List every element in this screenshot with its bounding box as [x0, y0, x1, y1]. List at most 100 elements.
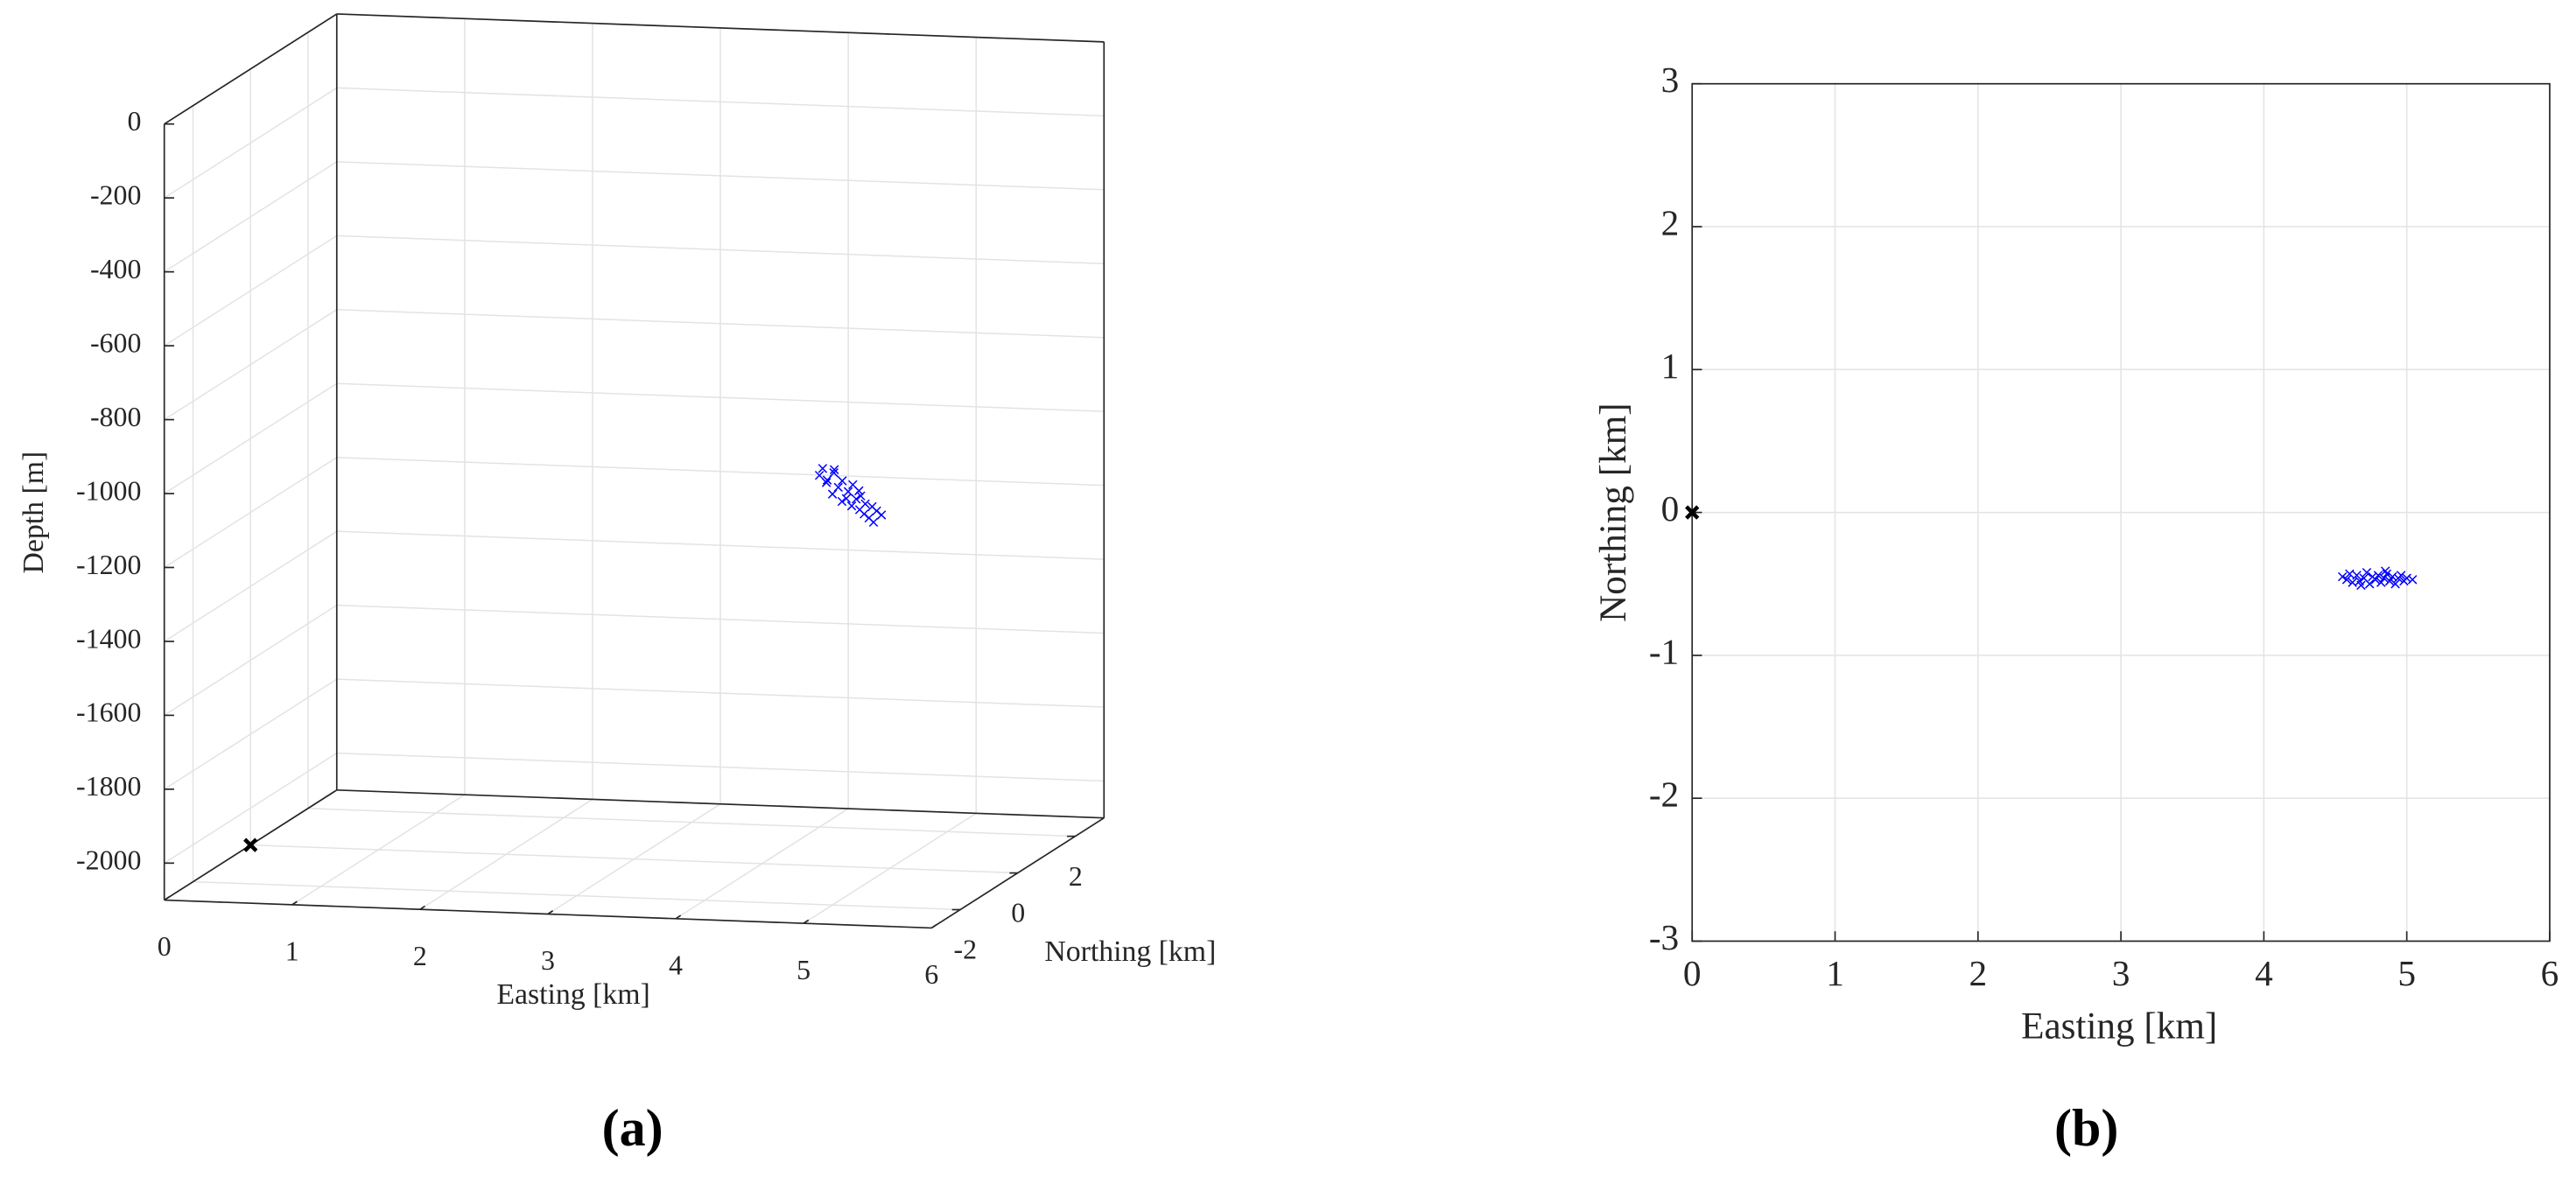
point	[829, 465, 839, 474]
point	[2382, 569, 2392, 579]
point	[2407, 575, 2418, 585]
x-tick-label: 3	[541, 945, 555, 976]
y-tick-label: -2	[954, 935, 978, 965]
grid-line	[336, 530, 1105, 560]
grid-line	[164, 382, 338, 494]
point	[851, 494, 861, 504]
x-tick-label: 6	[2541, 953, 2559, 993]
point	[868, 517, 879, 528]
point	[2348, 578, 2357, 587]
x-tick-label: 5	[797, 955, 811, 985]
tick-mark	[803, 919, 810, 924]
point	[2364, 579, 2375, 589]
y-axis-label: Northing [km]	[1593, 403, 1634, 622]
x-tick-label: 3	[2112, 953, 2130, 993]
tick-mark	[291, 900, 298, 906]
point	[838, 476, 847, 486]
y-tick-label: 1	[1661, 346, 1680, 386]
x-tick-label: 4	[669, 949, 683, 980]
point	[843, 487, 853, 496]
point	[2390, 579, 2400, 589]
x-axis-label: Easting [km]	[496, 978, 649, 1011]
caption: (a)	[602, 1098, 663, 1157]
y-tick-label: 2	[1069, 861, 1083, 892]
point	[837, 496, 847, 507]
point	[2337, 571, 2348, 582]
grid-line	[164, 87, 338, 199]
point	[2384, 576, 2395, 586]
grid-line	[164, 161, 338, 273]
grid-line	[336, 456, 1105, 487]
x-tick-label: 1	[1826, 953, 1844, 993]
axis-edge	[336, 788, 1105, 819]
y-tick-label: 3	[1661, 60, 1680, 100]
grid-line	[164, 605, 338, 717]
z-tick-label: -1200	[76, 550, 141, 580]
point	[821, 478, 832, 487]
z-tick-label: 0	[127, 106, 141, 137]
tick-mark	[930, 924, 937, 929]
y-tick-label: 0	[1011, 898, 1025, 928]
point	[856, 491, 866, 501]
point	[860, 499, 870, 509]
grid-line	[336, 87, 1105, 117]
point	[2370, 575, 2380, 585]
z-tick-label: -1000	[76, 475, 141, 506]
point	[2396, 571, 2406, 580]
y-tick-label: 0	[1661, 488, 1680, 529]
x-tick-label: 0	[1683, 953, 1702, 993]
point	[2376, 578, 2386, 587]
grid-line	[250, 844, 1018, 874]
grid-line	[164, 309, 338, 421]
grid-line	[336, 161, 1105, 191]
grid-line	[336, 604, 1105, 634]
point	[2402, 573, 2411, 583]
grid-line	[307, 808, 1076, 837]
tick-mark	[164, 896, 170, 901]
grid-line	[164, 530, 338, 642]
grid-line	[336, 678, 1105, 708]
point	[2380, 566, 2390, 576]
z-tick-label: -800	[90, 402, 141, 432]
y-tick-label: -2	[1649, 774, 1679, 815]
grid-line	[164, 457, 338, 569]
axis-edge	[336, 13, 1105, 43]
point	[818, 464, 828, 473]
point	[814, 470, 825, 480]
z-tick-label: -1400	[76, 623, 141, 654]
point	[876, 510, 887, 520]
point	[822, 475, 832, 485]
z-tick-label: -400	[90, 254, 141, 284]
grid-line	[164, 235, 338, 347]
tick-mark	[547, 910, 554, 915]
point	[2362, 567, 2372, 578]
point	[841, 494, 852, 503]
point	[243, 837, 258, 852]
x-tick-label: 6	[924, 959, 938, 990]
x-axis-label: Easting [km]	[2021, 1006, 2217, 1047]
tick-mark	[419, 905, 425, 910]
y-tick-label: -3	[1649, 917, 1679, 957]
grid-line	[164, 678, 338, 790]
point	[2345, 569, 2355, 579]
x-tick-label: 1	[285, 936, 299, 967]
point	[833, 482, 843, 493]
y-axis-label: Northing [km]	[1044, 935, 1216, 968]
x-tick-label: 5	[2397, 953, 2416, 993]
z-axis-label: Depth [m]	[18, 452, 50, 574]
point	[2373, 571, 2383, 580]
point	[2341, 575, 2352, 585]
y-tick-label: 2	[1661, 202, 1680, 242]
point	[2379, 573, 2389, 583]
point	[2388, 571, 2397, 582]
grid-line	[164, 752, 338, 864]
point	[854, 486, 864, 496]
point	[2356, 580, 2366, 591]
tick-mark	[675, 914, 682, 920]
z-tick-label: -1800	[76, 771, 141, 802]
grid-line	[193, 880, 961, 911]
x-tick-label: 2	[1969, 953, 1987, 993]
x-tick-label: 0	[158, 931, 172, 962]
